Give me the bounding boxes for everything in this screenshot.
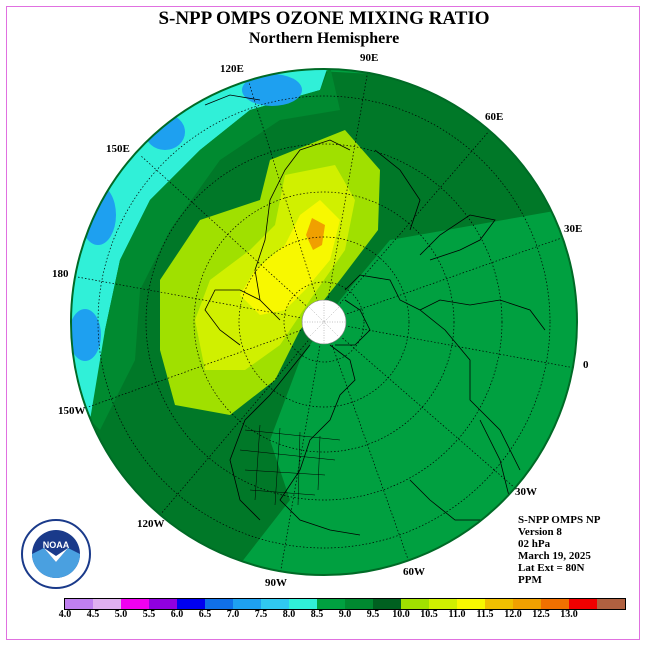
colorbar-swatch [289, 599, 317, 609]
coastlines [204, 94, 546, 536]
colorbar-swatch [177, 599, 205, 609]
colorbar-swatch [121, 599, 149, 609]
date-label: March 19, 2025 [518, 550, 591, 562]
lon-label-30w: 30W [515, 486, 537, 498]
polar-cap [301, 299, 347, 345]
units-label: PPM [518, 574, 542, 586]
lat-extent-label: Lat Ext = 80N [518, 562, 585, 574]
colorbar-tick-label: 8.5 [310, 609, 324, 620]
colorbar-swatch [373, 599, 401, 609]
lon-label-90w: 90W [265, 577, 287, 589]
colorbar-swatch [513, 599, 541, 609]
colorbar-swatch [149, 599, 177, 609]
ozone-blob-blue [71, 309, 101, 361]
colorbar-tick-label: 7.5 [254, 609, 268, 620]
colorbar-tick-label: 10.0 [392, 609, 410, 620]
colorbar-tick-label: 13.0 [560, 609, 578, 620]
colorbar-swatch [233, 599, 261, 609]
lon-label-120e: 120E [220, 63, 244, 75]
colorbar-swatch [317, 599, 345, 609]
svg-text:NOAA: NOAA [43, 540, 70, 550]
colorbar-swatch [401, 599, 429, 609]
map-title: S-NPP OMPS OZONE MIXING RATIO [158, 8, 490, 29]
colorbar-tick-label: 6.0 [170, 609, 184, 620]
ozone-band-orange [306, 218, 325, 250]
colorbar-tick-label: 5.5 [142, 609, 156, 620]
colorbar [64, 598, 626, 610]
lon-label-120w: 120W [137, 518, 165, 530]
colorbar-tick-label: 6.5 [198, 609, 212, 620]
colorbar-swatch [569, 599, 597, 609]
lon-label-60w: 60W [403, 566, 425, 578]
product-info: S-NPP OMPS NP Version 8 02 hPa March 19,… [518, 514, 601, 586]
ozone-blob-blue [242, 74, 302, 106]
colorbar-tick-label: 7.0 [226, 609, 240, 620]
colorbar-tick-label: 9.0 [338, 609, 352, 620]
noaa-logo: NOAA [21, 519, 91, 589]
meridian-lines [71, 69, 576, 575]
colorbar-swatch [205, 599, 233, 609]
colorbar-swatch [457, 599, 485, 609]
colorbar-tick-label: 4.0 [58, 609, 72, 620]
colorbar-swatch [261, 599, 289, 609]
polar-cap-grid [302, 300, 346, 344]
lon-label-150e: 150E [106, 143, 130, 155]
pressure-level-label: 02 hPa [518, 538, 551, 550]
map-subtitle: Northern Hemisphere [248, 30, 400, 47]
colorbar-swatch [65, 599, 93, 609]
colorbar-swatch [93, 599, 121, 609]
latitude-lines [97, 95, 551, 549]
lon-label-30e: 30E [564, 223, 583, 235]
version-label: Version 8 [518, 526, 562, 538]
colorbar-tick-label: 5.0 [114, 609, 128, 620]
colorbar-swatch [429, 599, 457, 609]
plot-frame [6, 6, 640, 640]
lon-label-180: 180 [52, 268, 69, 280]
colorbar-swatch [541, 599, 569, 609]
map-border [70, 68, 578, 576]
colorbar-tick-label: 12.0 [504, 609, 522, 620]
lon-label-60e: 60E [485, 111, 504, 123]
colorbar-tick-label: 10.5 [420, 609, 438, 620]
lon-label-0: 0 [583, 359, 589, 371]
state-boundaries [239, 424, 341, 506]
colorbar-tick-label: 11.0 [448, 609, 466, 620]
colorbar-swatch [485, 599, 513, 609]
lon-label-90e: 90E [360, 52, 379, 64]
colorbar-tick-label: 8.0 [282, 609, 296, 620]
colorbar-tick-label: 9.5 [366, 609, 380, 620]
instrument-label: S-NPP OMPS NP [518, 514, 601, 526]
lon-label-150w: 150W [58, 405, 86, 417]
colorbar-tick-label: 12.5 [532, 609, 550, 620]
colorbar-swatch [345, 599, 373, 609]
ozone-blob-blue [145, 114, 185, 150]
colorbar-tick-label: 11.5 [476, 609, 494, 620]
ozone-band-green [90, 69, 340, 430]
colorbar-tick-label: 4.5 [86, 609, 100, 620]
colorbar-swatch [597, 599, 625, 609]
